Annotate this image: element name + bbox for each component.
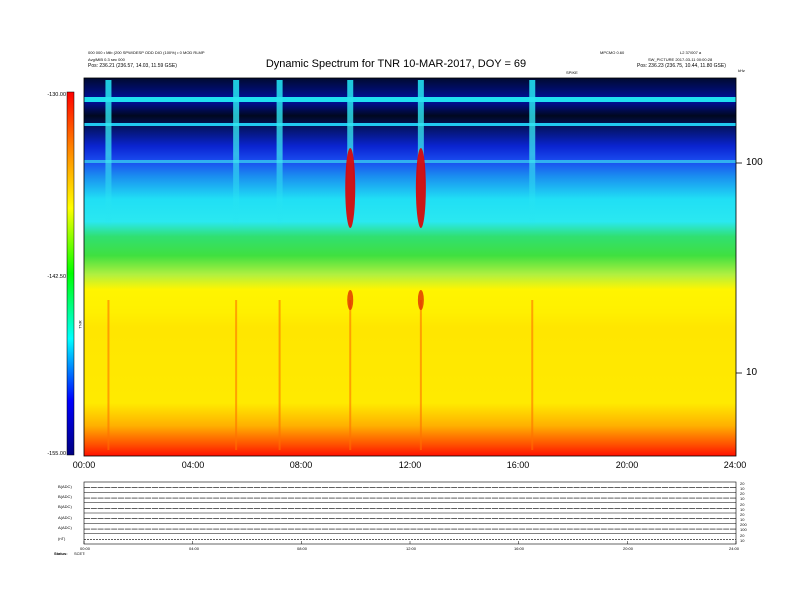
header-right-pos-label: Pos: [637,63,648,69]
burst-spike-4 [419,300,422,450]
panel-x-tick-6: 24:00 [729,546,740,551]
panel-label-2: B(ADC) [58,494,72,499]
chart-title: Dynamic Spectrum for TNR 10-MAR-2017, DO… [265,58,527,70]
header-right-pos: Pos: 236.23 (236.75, 10.44, 11.80 GSE) [637,64,726,69]
header-right-line1: MPCMO 0.60 [600,50,625,55]
housekeeping-panels [83,481,737,545]
header-left-line1: 000 000 • Mib (200 SPW/DESP ODD DIO (100… [88,50,205,55]
panel-1-tick-a: 20 [740,481,745,486]
y-tick-label-10: 10 [746,367,758,378]
panel-x-tick-1: 04:00 [189,546,200,551]
panel-5-tick-a: 200 [740,522,747,527]
y-tick-label-100: 100 [746,157,763,168]
burst-column-1 [233,80,240,230]
spectrogram-background [84,78,736,456]
x-tick-0: 00:00 [72,460,96,470]
panel-label-5: A(ADC) [58,525,72,530]
panel-x-tick-4: 16:00 [514,546,525,551]
colorbar-tick-mid: -142.50 [47,274,66,280]
panel-3-tick-a: 20 [740,502,745,507]
panel-4-tick-b: 10 [740,517,745,522]
panel-label-6: (nT) [58,536,66,541]
panel-x-tick-2: 08:00 [297,546,308,551]
header-right-pos-value: 236.23 (236.75, 10.44, 11.80 GSE) [648,63,726,69]
header-left-pos: Pos: 236.21 (236.57, 14.03, 11.59 GSE) [88,64,177,69]
burst-column-5 [529,80,536,230]
panel-5-tick-b: 100 [740,527,747,532]
header-left-pos-label: Pos: [88,63,99,69]
panel-x-tick-0: 00:00 [80,546,91,551]
panel-6-tick-b: 10 [740,538,745,543]
header-left-pos-value: 236.21 (236.57, 14.03, 11.59 GSE) [99,63,177,69]
panel-3-tick-b: 10 [740,507,745,512]
colorbar [67,92,74,455]
header-right-line2: SW_PICTURE 2017-03-11 00:00:28 [648,57,713,62]
header-unit-small: kHz [738,68,745,73]
spectrogram-frame [83,77,737,457]
cyan-stripe-high [84,97,736,102]
strong-burst-low-0 [347,290,354,310]
x-tick-3: 12:00 [398,460,422,470]
panel-label-3: B(ADC) [58,504,72,509]
footer-status-label: Status: [54,551,68,556]
header-center-small: SPIKE [566,70,578,75]
cyan-stripe-low [84,160,736,163]
panel-x-tick-3: 12:00 [406,546,417,551]
x-tick-4: 16:00 [506,460,530,470]
burst-spike-1 [235,300,238,450]
burst-layer [105,80,536,450]
panel-label-4: A(ADC) [58,515,72,520]
burst-column-2 [276,80,283,230]
burst-spike-2 [278,300,281,450]
colorbar-tick-bottom: -155.00 [47,451,66,457]
colorbar-label: TNR [77,320,83,329]
footer-scet-label: SCET: [74,551,86,556]
x-tick-6: 24:00 [723,460,747,470]
panel-x-tick-5: 20:00 [623,546,634,551]
x-tick-2: 08:00 [289,460,313,470]
strong-burst-0 [345,148,356,228]
panel-6-tick-a: 20 [740,533,745,538]
header-right-line1b: L2 37/007 a [680,50,702,55]
colorbar-tick-top: -130.00 [47,92,66,98]
panel-2-tick-b: 10 [740,496,745,501]
colorbar-frame [66,91,75,456]
panel-1-tick-b: 10 [740,486,745,491]
x-tick-1: 04:00 [181,460,205,470]
header-left-line2: Avg/MIB 0.3 sec 000 [88,57,125,62]
burst-spike-0 [107,300,110,450]
burst-column-0 [105,80,112,230]
panel-2-tick-a: 20 [740,491,745,496]
burst-spike-5 [531,300,534,450]
strong-burst-1 [415,148,426,228]
burst-spike-3 [349,300,352,450]
panel-4-tick-a: 20 [740,512,745,517]
cyan-stripe-mid [84,123,736,126]
strong-burst-low-1 [417,290,424,310]
x-tick-5: 20:00 [615,460,639,470]
panel-label-1: B(ADC) [58,484,72,489]
